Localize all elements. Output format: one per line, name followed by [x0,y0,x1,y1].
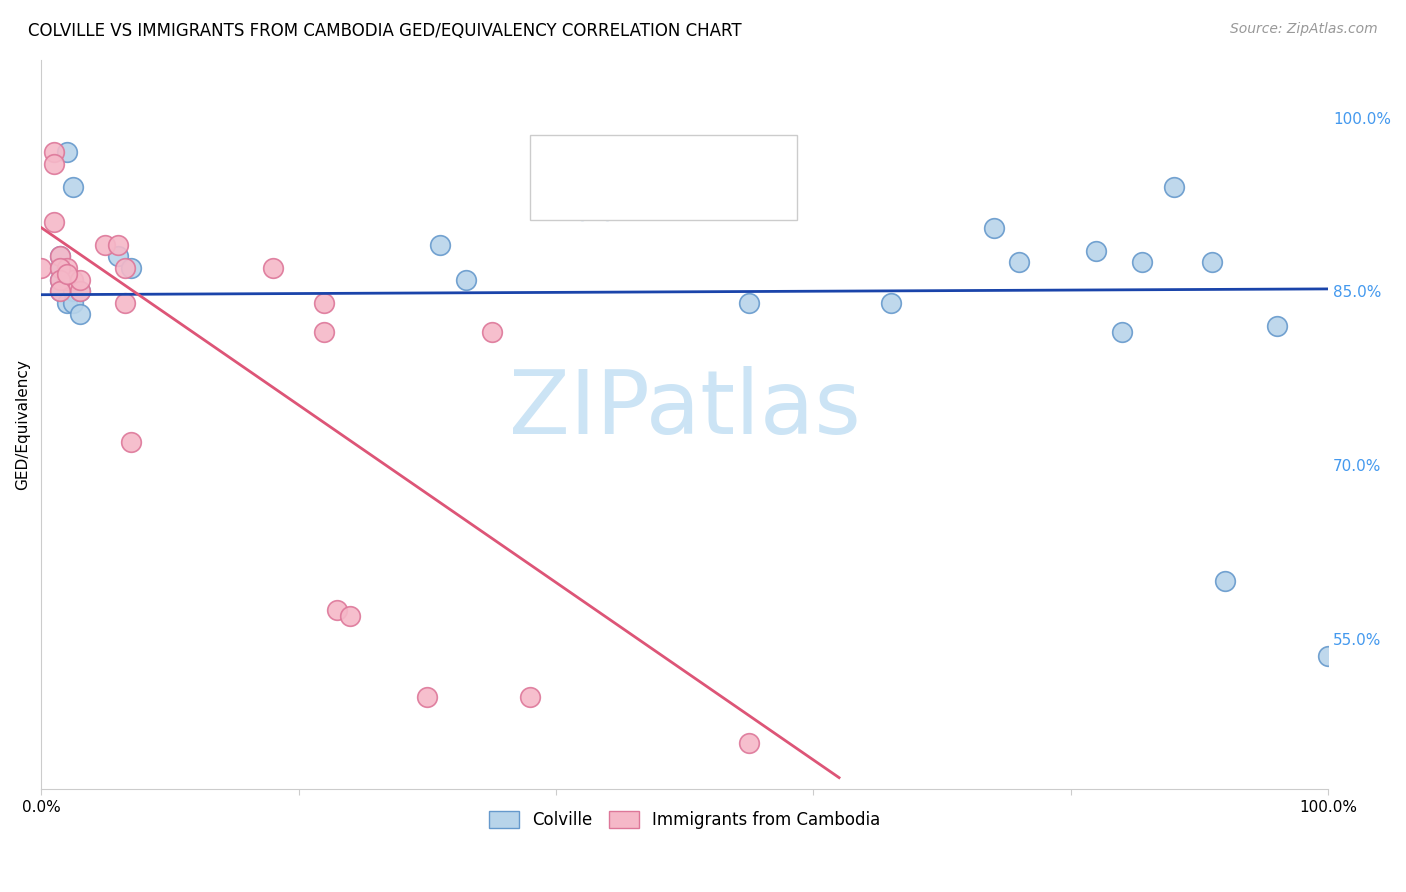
Bar [540,145,567,171]
Point [120,261,142,276]
Point [107,238,129,252]
Text: ZIPatlas: ZIPatlas [509,367,860,453]
Bar [540,186,567,211]
Point [94,238,117,252]
Text: 0.026: 0.026 [620,149,678,167]
Point [49,284,72,298]
Point [56,273,79,287]
Point [339,608,361,623]
Point [42,157,65,171]
Point [314,295,336,310]
Point [56,273,79,287]
Point [416,690,439,704]
Point [114,261,136,276]
Point [107,250,129,264]
Point [42,215,65,229]
Point [1201,255,1223,269]
Text: N =: N = [682,149,723,167]
Point [49,284,72,298]
Point [56,261,79,276]
Text: N =: N = [682,190,723,209]
Point [62,180,84,194]
Point [738,295,761,310]
Point [1265,318,1288,333]
Point [1317,648,1340,663]
Point [429,238,451,252]
Point [120,434,142,449]
Point [1163,180,1185,194]
Legend: Colville, Immigrants from Cambodia: Colville, Immigrants from Cambodia [482,804,887,836]
Point [571,203,593,218]
Point [1085,244,1108,258]
Point [30,261,52,276]
Point [49,273,72,287]
Point [983,220,1005,235]
Point [454,273,477,287]
Point [519,690,541,704]
Point [114,295,136,310]
Point [56,295,79,310]
Point [56,145,79,160]
Text: 36: 36 [723,149,747,167]
Point [262,261,284,276]
Point [1130,255,1153,269]
Point [69,284,91,298]
Point [56,267,79,281]
Point [326,603,349,617]
Text: R =: R = [581,190,620,209]
Point [1213,574,1236,588]
Point [62,295,84,310]
Point [49,250,72,264]
Point [1008,255,1031,269]
Point [879,295,901,310]
Text: COLVILLE VS IMMIGRANTS FROM CAMBODIA GED/EQUIVALENCY CORRELATION CHART: COLVILLE VS IMMIGRANTS FROM CAMBODIA GED… [28,22,742,40]
Text: R =: R = [581,149,620,167]
Y-axis label: GED/Equivalency: GED/Equivalency [15,359,30,490]
Point [49,250,72,264]
Point [49,261,72,276]
Text: 30: 30 [723,190,747,209]
Point [69,284,91,298]
Point [42,145,65,160]
Point [69,273,91,287]
Point [1111,325,1133,339]
Point [738,736,761,750]
Text: Source: ZipAtlas.com: Source: ZipAtlas.com [1230,22,1378,37]
Text: -0.548: -0.548 [620,190,685,209]
Point [49,261,72,276]
Point [314,325,336,339]
Point [481,325,503,339]
Point [49,273,72,287]
Point [62,284,84,298]
Point [69,307,91,321]
Point [62,273,84,287]
Point [596,203,619,218]
